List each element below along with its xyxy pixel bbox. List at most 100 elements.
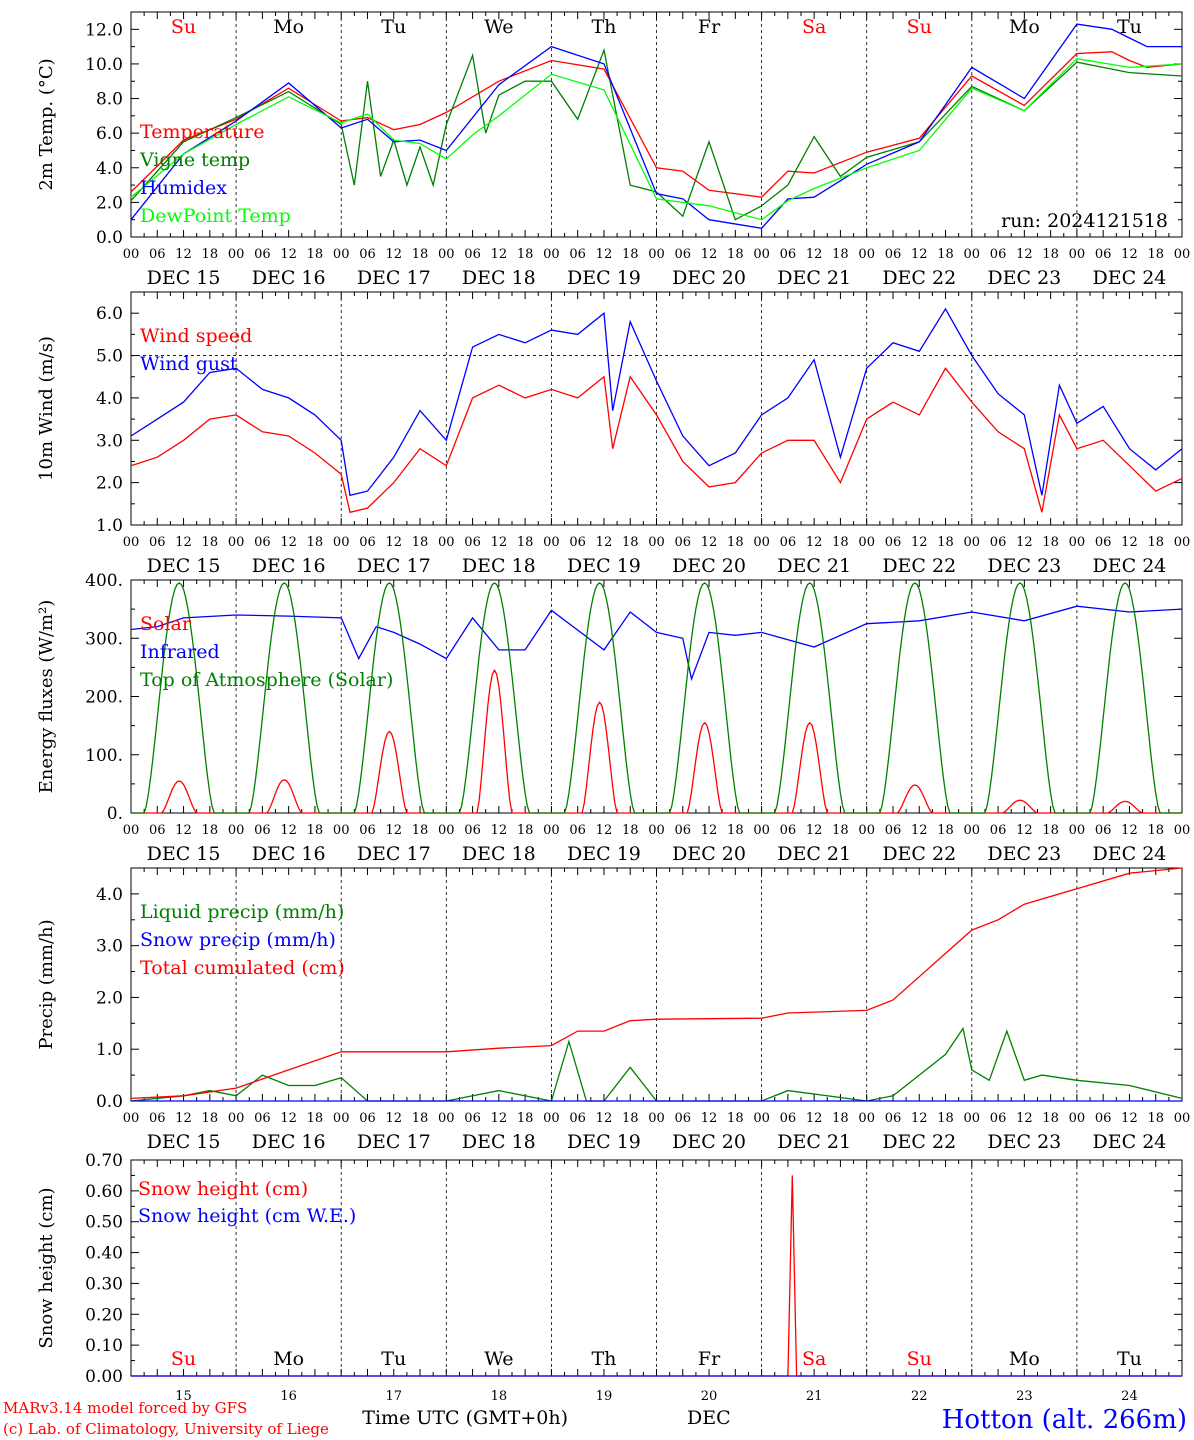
hour-label: 00 <box>1069 535 1086 550</box>
hour-label: 00 <box>228 823 245 838</box>
hour-label: 18 <box>832 823 849 838</box>
y-tick-label: 200. <box>85 688 123 708</box>
day-number-label: 23 <box>1016 1389 1033 1404</box>
hour-label: 18 <box>412 535 429 550</box>
hour-label: 06 <box>675 823 692 838</box>
hour-label: 00 <box>753 535 770 550</box>
legend-entry: Infrared <box>140 641 220 663</box>
hour-label: 12 <box>1016 535 1033 550</box>
hour-label: 12 <box>385 1111 402 1126</box>
date-label: DEC 21 <box>777 1131 851 1153</box>
day-number-label: 21 <box>806 1389 823 1404</box>
hour-label: 12 <box>911 247 928 262</box>
hour-label: 06 <box>1095 1111 1112 1126</box>
y-axis-label: 10m Wind (m/s) <box>36 336 57 481</box>
day-number-label: 16 <box>280 1389 297 1404</box>
hour-label: 00 <box>123 823 140 838</box>
date-label: DEC 20 <box>672 267 746 289</box>
hour-label: 06 <box>990 823 1007 838</box>
credit-line-1: MARv3.14 model forced by GFS <box>3 1399 247 1417</box>
hour-label: 06 <box>254 823 271 838</box>
legend-entry: Snow precip (mm/h) <box>140 929 336 951</box>
weekday-label: Mo <box>1009 1348 1040 1370</box>
weekday-label: Th <box>591 1348 616 1370</box>
hour-label: 06 <box>885 823 902 838</box>
hour-label: 18 <box>1042 1111 1059 1126</box>
hour-label: 00 <box>123 535 140 550</box>
hour-label: 00 <box>1174 247 1191 262</box>
hour-label: 18 <box>202 247 219 262</box>
hour-label: 06 <box>1095 535 1112 550</box>
y-tick-label: 6.0 <box>96 124 123 144</box>
y-tick-label: 5.0 <box>96 347 123 367</box>
hour-label: 06 <box>464 247 481 262</box>
hour-label: 12 <box>911 1111 928 1126</box>
hour-label: 00 <box>648 1111 665 1126</box>
date-label: DEC 22 <box>882 555 956 577</box>
date-label: DEC 21 <box>777 267 851 289</box>
hour-label: 18 <box>727 247 744 262</box>
series-group <box>130 307 1183 514</box>
hour-label: 12 <box>806 535 823 550</box>
hour-label: 18 <box>1147 1111 1164 1126</box>
hour-label: 12 <box>1016 247 1033 262</box>
date-label: DEC 16 <box>252 843 326 865</box>
hour-label: 06 <box>885 1111 902 1126</box>
series-line-wind-gust <box>130 307 1183 497</box>
date-label: DEC 15 <box>147 1131 221 1153</box>
legend-entry: Wind speed <box>140 325 252 347</box>
date-label: DEC 22 <box>882 1131 956 1153</box>
hour-label: 00 <box>1174 1111 1191 1126</box>
hour-label: 18 <box>622 1111 639 1126</box>
hour-label: 18 <box>937 247 954 262</box>
hour-label: 18 <box>517 247 534 262</box>
weekday-label: Tu <box>1117 16 1142 38</box>
hour-label: 12 <box>596 535 613 550</box>
y-tick-label: 0.70 <box>85 1151 123 1171</box>
date-label: DEC 23 <box>987 555 1061 577</box>
hour-label: 12 <box>280 823 297 838</box>
day-number-label: 22 <box>911 1389 928 1404</box>
series-line-humidex <box>130 23 1182 229</box>
legend-entry: Liquid precip (mm/h) <box>140 901 344 923</box>
hour-label: 00 <box>964 1111 981 1126</box>
hour-label: 00 <box>964 823 981 838</box>
panel-1: 0.0 2.0 4.0 6.0 8.0 10.0 12.0 2m Temp. (°C) Su Mo… <box>36 11 1191 289</box>
hour-label: 12 <box>806 823 823 838</box>
hour-label: 18 <box>1042 823 1059 838</box>
y-tick-label: 0.0 <box>96 1092 123 1112</box>
hour-label: 00 <box>858 535 875 550</box>
y-tick-label: 1.0 <box>96 1040 123 1060</box>
date-label: DEC 24 <box>1093 843 1167 865</box>
date-label: DEC 18 <box>462 843 536 865</box>
y-tick-label: 0.20 <box>85 1305 123 1325</box>
hour-label: 06 <box>149 1111 166 1126</box>
hour-label: 06 <box>359 247 376 262</box>
hour-label: 06 <box>149 247 166 262</box>
legend-entry: Wind gust <box>140 353 238 375</box>
hour-label: 00 <box>1174 823 1191 838</box>
y-tick-label: 2.0 <box>96 474 123 494</box>
y-tick-label: 6.0 <box>96 304 123 324</box>
y-tick-label: 0.40 <box>85 1244 123 1264</box>
panel-3: 0. 100. 200. 300. 400. Energy fluxes (W/m²) 00… <box>36 571 1190 865</box>
y-tick-label: 4.0 <box>96 159 123 179</box>
hour-label: 12 <box>806 1111 823 1126</box>
date-label: DEC 17 <box>357 1131 431 1153</box>
run-label: run: 2024121518 <box>1001 210 1168 232</box>
date-label: DEC 23 <box>987 843 1061 865</box>
y-tick-label: 10.0 <box>85 55 123 75</box>
hour-label: 18 <box>1147 823 1164 838</box>
hour-label: 00 <box>438 535 455 550</box>
legend-entry: Top of Atmosphere (Solar) <box>140 669 393 691</box>
weekday-label: Sa <box>802 16 826 38</box>
date-label: DEC 17 <box>357 555 431 577</box>
hour-label: 18 <box>1042 247 1059 262</box>
hour-label: 18 <box>1147 247 1164 262</box>
hour-label: 00 <box>858 247 875 262</box>
weekday-label: We <box>484 1348 513 1370</box>
series-line-dewpoint-temp <box>130 58 1183 221</box>
date-label: DEC 15 <box>147 843 221 865</box>
hour-label: 06 <box>464 535 481 550</box>
series-line-top-of-atmosphere-solar- <box>131 582 1182 814</box>
